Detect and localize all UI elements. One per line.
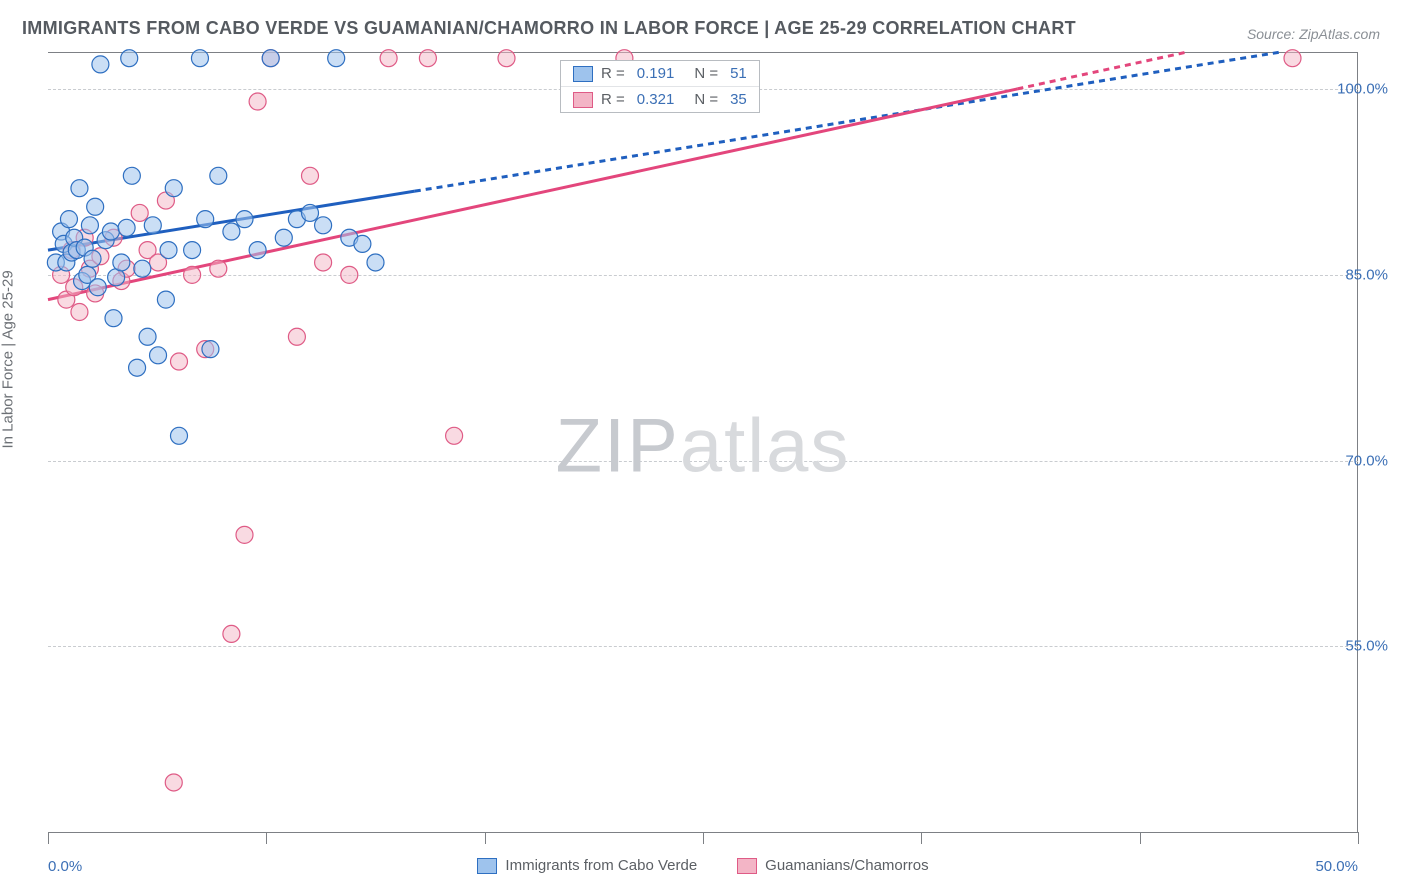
data-point <box>236 526 253 543</box>
data-point <box>446 427 463 444</box>
legend-swatch-guamanian <box>573 92 593 108</box>
data-point <box>84 250 101 267</box>
data-point <box>262 50 279 67</box>
data-point <box>113 254 130 271</box>
data-point <box>197 211 214 228</box>
legend-row-guamanian: R = 0.321 N = 35 <box>561 86 759 112</box>
data-point <box>302 204 319 221</box>
data-point <box>165 774 182 791</box>
data-point <box>123 167 140 184</box>
data-point <box>498 50 515 67</box>
data-point <box>89 279 106 296</box>
legend-r-value: 0.321 <box>637 91 675 108</box>
x-tick <box>1140 832 1141 844</box>
data-point <box>210 260 227 277</box>
data-point <box>118 219 135 236</box>
legend-row-cabo-verde: R = 0.191 N = 51 <box>561 61 759 86</box>
x-tick <box>48 832 49 844</box>
data-point <box>81 217 98 234</box>
data-point <box>165 180 182 197</box>
data-point <box>92 56 109 73</box>
legend-series: Immigrants from Cabo Verde Guamanians/Ch… <box>0 857 1406 874</box>
legend-r-label: R = <box>601 65 625 82</box>
legend-swatch-guamanian <box>737 858 757 874</box>
data-point <box>328 50 345 67</box>
data-point <box>223 223 240 240</box>
legend-item-guamanian: Guamanians/Chamorros <box>737 857 928 874</box>
data-point <box>105 310 122 327</box>
data-point <box>87 198 104 215</box>
y-axis-label: In Labor Force | Age 25-29 <box>0 270 17 448</box>
data-point <box>171 427 188 444</box>
legend-r-label: R = <box>601 91 625 108</box>
legend-item-cabo-verde: Immigrants from Cabo Verde <box>477 857 697 874</box>
data-point <box>60 211 77 228</box>
data-point <box>184 266 201 283</box>
x-tick <box>921 832 922 844</box>
legend-n-label: N = <box>694 91 718 108</box>
data-point <box>184 242 201 259</box>
source-attribution: Source: ZipAtlas.com <box>1247 26 1380 42</box>
data-point <box>129 359 146 376</box>
legend-n-label: N = <box>694 65 718 82</box>
data-point <box>419 50 436 67</box>
data-point <box>150 347 167 364</box>
data-point <box>134 260 151 277</box>
data-point <box>1284 50 1301 67</box>
data-point <box>171 353 188 370</box>
data-point <box>139 328 156 345</box>
legend-correlation: R = 0.191 N = 51 R = 0.321 N = 35 <box>560 60 760 113</box>
data-point <box>380 50 397 67</box>
regression-line-dashed <box>1017 52 1187 89</box>
legend-swatch-cabo-verde <box>573 66 593 82</box>
data-point <box>121 50 138 67</box>
legend-n-value: 51 <box>730 65 747 82</box>
chart-title: IMMIGRANTS FROM CABO VERDE VS GUAMANIAN/… <box>22 18 1076 39</box>
plot-svg <box>48 52 1358 832</box>
data-point <box>236 211 253 228</box>
legend-series-label: Immigrants from Cabo Verde <box>505 857 697 874</box>
data-point <box>202 341 219 358</box>
legend-r-value: 0.191 <box>637 65 675 82</box>
data-point <box>275 229 292 246</box>
data-point <box>210 167 227 184</box>
data-point <box>249 93 266 110</box>
data-point <box>157 291 174 308</box>
data-point <box>144 217 161 234</box>
x-tick <box>1358 832 1359 844</box>
data-point <box>160 242 177 259</box>
scatter-cabo-verde <box>47 50 384 445</box>
data-point <box>315 217 332 234</box>
data-point <box>102 223 119 240</box>
data-point <box>302 167 319 184</box>
regression-line-dashed <box>415 52 1281 191</box>
data-point <box>191 50 208 67</box>
x-tick <box>266 832 267 844</box>
data-point <box>131 204 148 221</box>
legend-n-value: 35 <box>730 91 747 108</box>
data-point <box>288 328 305 345</box>
data-point <box>354 235 371 252</box>
correlation-chart: IMMIGRANTS FROM CABO VERDE VS GUAMANIAN/… <box>0 0 1406 892</box>
scatter-guamanian <box>53 50 1301 791</box>
legend-swatch-cabo-verde <box>477 858 497 874</box>
x-tick <box>485 832 486 844</box>
data-point <box>223 625 240 642</box>
data-point <box>71 304 88 321</box>
data-point <box>71 180 88 197</box>
data-point <box>367 254 384 271</box>
data-point <box>341 266 358 283</box>
x-tick <box>703 832 704 844</box>
data-point <box>249 242 266 259</box>
data-point <box>315 254 332 271</box>
legend-series-label: Guamanians/Chamorros <box>765 857 928 874</box>
